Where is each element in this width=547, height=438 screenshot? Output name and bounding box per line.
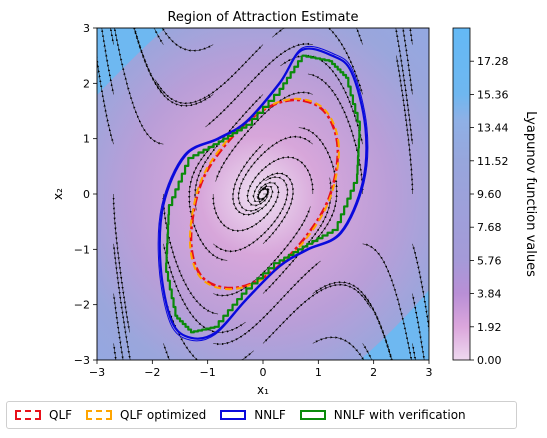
- plot-area: [97, 28, 429, 360]
- streamlines: [97, 28, 429, 360]
- x-axis-label: x₁: [257, 383, 269, 397]
- streamline: [401, 28, 414, 95]
- series-nnlf-with-verification: [165, 54, 361, 334]
- y-tick-label: 2: [83, 77, 90, 90]
- series-layer: [157, 45, 369, 342]
- y-tick-label: 0: [83, 188, 90, 201]
- streamline: [272, 28, 363, 95]
- legend-label-qlf: QLF: [49, 408, 73, 422]
- x-tick-label: 1: [315, 366, 322, 379]
- legend-swatch-qlf: [15, 410, 41, 420]
- colorbar-tick-label: 7.68: [477, 221, 502, 234]
- y-tick-label: 3: [83, 22, 90, 35]
- legend-item-nnlf-verification: NNLF with verification: [299, 408, 466, 422]
- streamline: [408, 28, 414, 45]
- chart-title: Region of Attraction Estimate: [167, 10, 358, 25]
- y-tick-label: −3: [74, 354, 90, 367]
- y-tick-label: −1: [74, 243, 90, 256]
- legend-label-qlf-optimized: QLF optimized: [120, 408, 207, 422]
- colorbar-tick-label: 3.84: [477, 288, 502, 301]
- series-qlf: [189, 98, 340, 290]
- x-tick-label: 3: [426, 366, 433, 379]
- streamline: [112, 28, 164, 145]
- legend: QLF QLF optimized NNLF NNLF with verific…: [6, 401, 517, 429]
- series-nnlf: [158, 47, 368, 340]
- colorbar-tick-label: 17.28: [477, 55, 509, 68]
- x-tick-label: 2: [370, 366, 377, 379]
- legend-label-nnlf-verification: NNLF with verification: [333, 408, 466, 422]
- streamline: [112, 194, 130, 333]
- x-tick-label: −2: [144, 366, 160, 379]
- y-tick-label: 1: [83, 133, 90, 146]
- colorbar-ticks: 0.00 1.92 3.84 5.76 7.68 9.60 11.52 13.44 15.36 1…: [470, 55, 509, 367]
- colorbar: [452, 27, 471, 361]
- legend-item-qlf: QLF: [15, 408, 72, 422]
- colorbar-label: Lyapunov function values: [523, 111, 538, 277]
- streamline: [412, 243, 429, 360]
- colorbar-tick-label: 9.60: [477, 188, 502, 201]
- streamline: [100, 28, 114, 95]
- legend-item-nnlf: NNLF: [220, 408, 286, 422]
- streamline: [131, 28, 214, 107]
- streamline: [362, 243, 414, 360]
- colorbar-tick-label: 15.36: [477, 88, 509, 101]
- y-axis: −3 −2 −1 0 1 2 3: [74, 22, 97, 367]
- legend-swatch-qlf-optimized: [86, 410, 113, 420]
- legend-label-nnlf: NNLF: [254, 408, 286, 422]
- colorbar-tick-label: 0.00: [477, 354, 502, 367]
- x-tick-label: −3: [89, 366, 105, 379]
- x-tick-label: 0: [260, 366, 267, 379]
- y-tick-label: −2: [74, 299, 90, 312]
- colorbar-tick-label: 1.92: [477, 321, 502, 334]
- y-axis-label: x₂: [51, 188, 65, 200]
- colorbar-tick-label: 5.76: [477, 254, 502, 267]
- colorbar-tick-label: 13.44: [477, 122, 509, 135]
- legend-item-qlf-optimized: QLF optimized: [86, 408, 206, 422]
- streamline: [162, 194, 219, 315]
- legend-swatch-nnlf: [220, 410, 247, 420]
- x-axis: −3 −2 −1 0 1 2 3: [89, 360, 433, 379]
- series-nnlf-outer: [157, 45, 369, 342]
- legend-swatch-nnlf-verification: [299, 410, 326, 420]
- streamline: [355, 28, 363, 45]
- colorbar-tick-label: 11.52: [477, 155, 509, 168]
- series-qlf-optimized: [188, 97, 340, 291]
- chart: Region of Attraction Estimate −3 −2 −1 0 1 2 3…: [51, 10, 538, 397]
- streamline: [109, 28, 115, 45]
- x-tick-label: −1: [200, 366, 216, 379]
